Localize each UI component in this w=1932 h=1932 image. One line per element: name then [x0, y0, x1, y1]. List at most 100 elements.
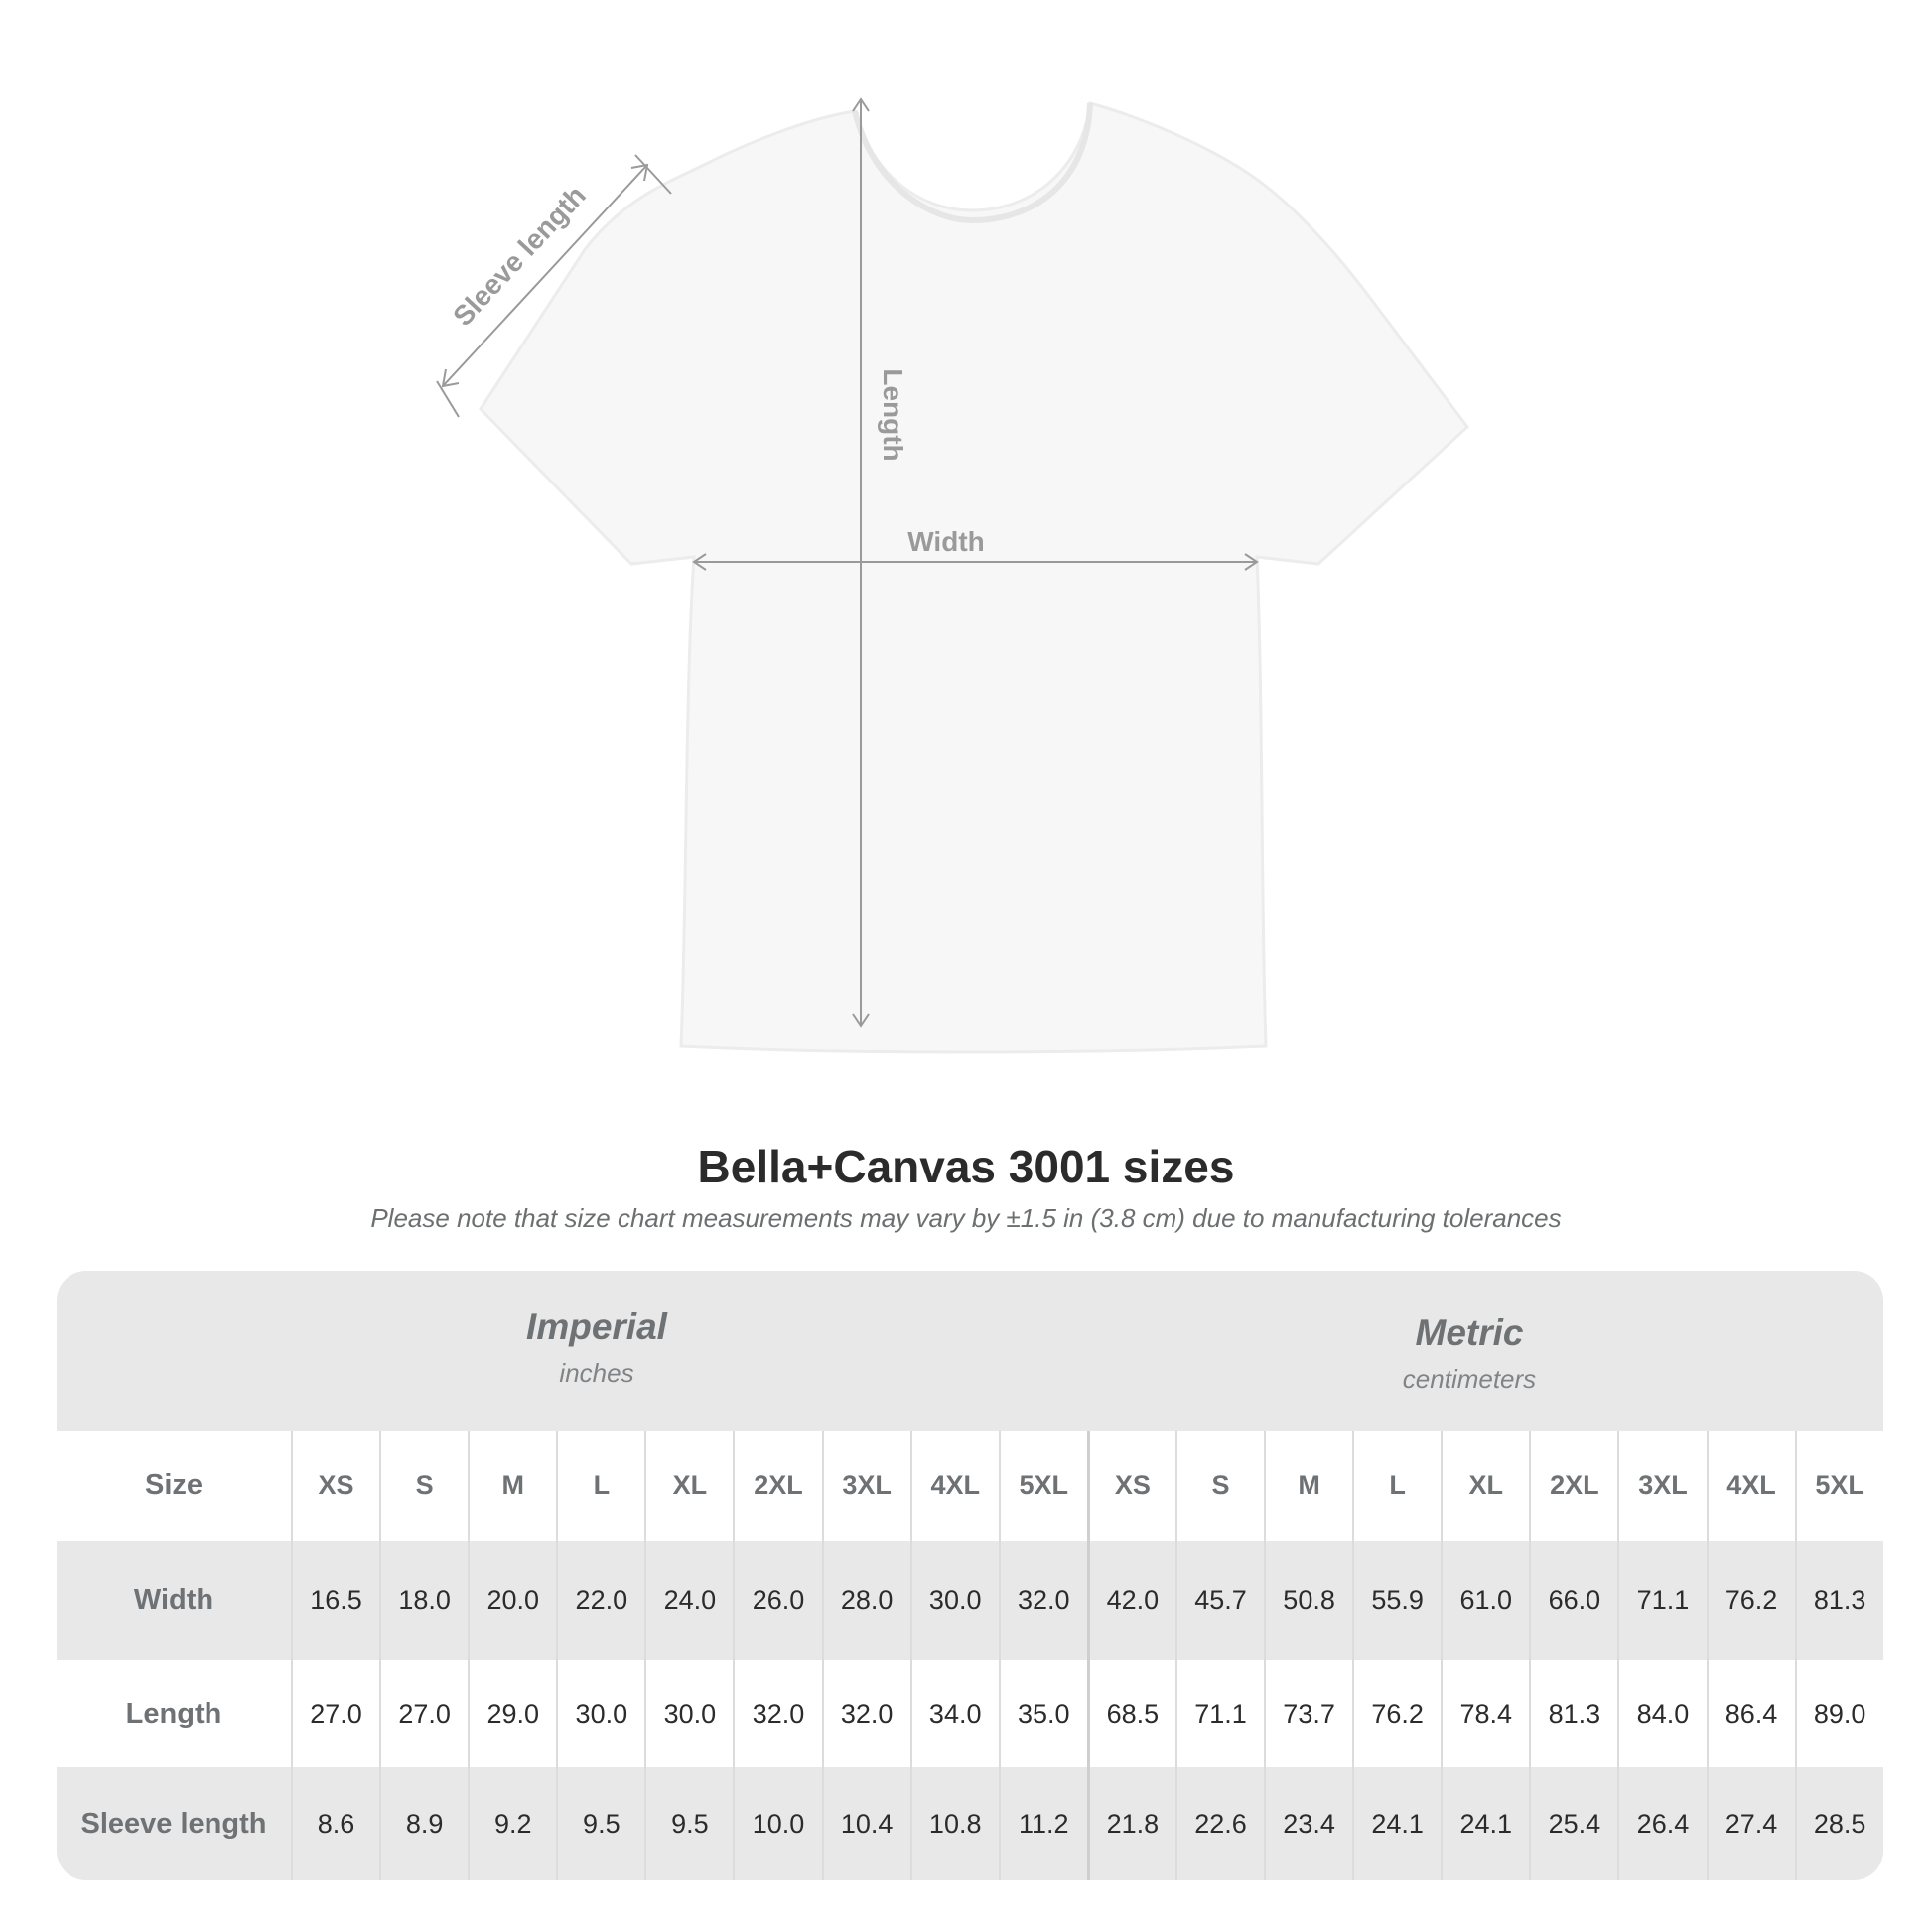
- width-arrow-right: [1244, 553, 1259, 571]
- metric-value-cell: 24.1: [1352, 1767, 1441, 1880]
- imperial-value-cell: 20.0: [468, 1541, 556, 1660]
- metric-value-cell: 55.9: [1352, 1541, 1441, 1660]
- metric-value-cell: 50.8: [1264, 1541, 1352, 1660]
- unit-header: Imperial inches Metric centimeters: [57, 1271, 1883, 1431]
- page-title: Bella+Canvas 3001 sizes: [697, 1141, 1235, 1192]
- tshirt-diagram: Sleeve length Length Width: [436, 97, 1470, 1054]
- metric-value-cell: 76.2: [1706, 1541, 1795, 1660]
- tshirt-shape: [479, 101, 1470, 1054]
- metric-size-header: XS: [1086, 1431, 1175, 1541]
- row-label: Width: [133, 1584, 214, 1616]
- imperial-size-header: 3XL: [821, 1431, 910, 1541]
- width-label: Width: [907, 526, 985, 557]
- imperial-value-cell: 32.0: [998, 1541, 1087, 1660]
- metric-value-cell: 71.1: [1174, 1660, 1264, 1767]
- imperial-value-cell: 9.5: [556, 1767, 644, 1880]
- imperial-value-cell: 32.0: [821, 1660, 910, 1767]
- size-header-row: Size XS S M L XL 2XL 3XL 4XL 5XL XS S M L XL 2XL 3XL 4XL 5…: [57, 1431, 1883, 1541]
- imperial-size-header: XS: [291, 1431, 379, 1541]
- metric-value-cell: 81.3: [1794, 1541, 1883, 1660]
- metric-value-cell: 89.0: [1794, 1660, 1883, 1767]
- size-table: Imperial inches Metric centimeters Size X…: [57, 1271, 1883, 1880]
- imperial-value-cell: 29.0: [468, 1660, 556, 1767]
- imperial-value-cell: 10.4: [821, 1767, 910, 1880]
- imperial-header: Imperial inches: [249, 1307, 944, 1389]
- imperial-value-cell: 28.0: [821, 1541, 910, 1660]
- metric-value-cell: 28.5: [1794, 1767, 1883, 1880]
- row-label: Sleeve length: [80, 1807, 267, 1840]
- sleeve-measure-line: [442, 164, 648, 387]
- size-label: Size: [144, 1469, 204, 1501]
- imperial-value-cell: 27.0: [291, 1660, 379, 1767]
- metric-size-header: 4XL: [1706, 1431, 1795, 1541]
- sleeve-end-tick: [634, 154, 672, 195]
- metric-size-header: 3XL: [1617, 1431, 1706, 1541]
- imperial-value-cell: 30.0: [556, 1660, 644, 1767]
- sleeve-arrow-a: [441, 368, 460, 388]
- imperial-unit: inches: [559, 1358, 634, 1388]
- metric-value-cell: 27.4: [1706, 1767, 1795, 1880]
- metric-value-cell: 26.4: [1617, 1767, 1706, 1880]
- imperial-size-header: 5XL: [998, 1431, 1087, 1541]
- imperial-value-cell: 9.2: [468, 1767, 556, 1880]
- metric-value-cell: 78.4: [1441, 1660, 1529, 1767]
- imperial-size-header: 4XL: [909, 1431, 999, 1541]
- table-row: Width 16.5 18.0 20.0 22.0 24.0 26.0 28.0 30.0 32.…: [57, 1541, 1883, 1660]
- metric-value-cell: 42.0: [1086, 1541, 1175, 1660]
- imperial-value-cell: 8.6: [291, 1767, 379, 1880]
- imperial-size-header: 2XL: [733, 1431, 821, 1541]
- table-row: Length 27.0 27.0 29.0 30.0 30.0 32.0 32.0 34.0 35…: [57, 1660, 1883, 1767]
- metric-value-cell: 84.0: [1617, 1660, 1706, 1767]
- imperial-value-cell: 26.0: [733, 1541, 821, 1660]
- imperial-value-cell: 11.2: [998, 1767, 1087, 1880]
- imperial-title: Imperial: [526, 1307, 667, 1347]
- width-arrow-left: [692, 553, 707, 571]
- metric-size-header: 5XL: [1794, 1431, 1883, 1541]
- imperial-value-cell: 22.0: [556, 1541, 644, 1660]
- metric-unit: centimeters: [1402, 1364, 1537, 1394]
- metric-value-cell: 25.4: [1529, 1767, 1617, 1880]
- metric-value-cell: 24.1: [1441, 1767, 1529, 1880]
- length-arrow-top: [852, 97, 870, 112]
- metric-value-cell: 73.7: [1264, 1660, 1352, 1767]
- metric-size-header: L: [1352, 1431, 1441, 1541]
- length-arrow-bottom: [852, 1013, 870, 1028]
- metric-value-cell: 81.3: [1529, 1660, 1617, 1767]
- metric-title: Metric: [1415, 1312, 1524, 1353]
- sleeve-arrow-b: [630, 163, 649, 182]
- imperial-value-cell: 30.0: [909, 1541, 999, 1660]
- metric-value-cell: 23.4: [1264, 1767, 1352, 1880]
- imperial-value-cell: 16.5: [291, 1541, 379, 1660]
- imperial-value-cell: 24.0: [644, 1541, 733, 1660]
- imperial-value-cell: 34.0: [909, 1660, 999, 1767]
- imperial-value-cell: 27.0: [379, 1660, 468, 1767]
- metric-value-cell: 86.4: [1706, 1660, 1795, 1767]
- metric-value-cell: 21.8: [1086, 1767, 1175, 1880]
- imperial-value-cell: 10.8: [909, 1767, 999, 1880]
- metric-value-cell: 68.5: [1086, 1660, 1175, 1767]
- imperial-value-cell: 30.0: [644, 1660, 733, 1767]
- tolerance-note: Please note that size chart measurements…: [370, 1203, 1562, 1233]
- metric-value-cell: 45.7: [1174, 1541, 1264, 1660]
- imperial-value-cell: 32.0: [733, 1660, 821, 1767]
- metric-value-cell: 22.6: [1174, 1767, 1264, 1880]
- imperial-value-cell: 35.0: [998, 1660, 1087, 1767]
- collar-shape: [852, 102, 1093, 224]
- metric-size-header: XL: [1441, 1431, 1529, 1541]
- imperial-size-header: M: [468, 1431, 556, 1541]
- imperial-value-cell: 18.0: [379, 1541, 468, 1660]
- table-row: Sleeve length 8.6 8.9 9.2 9.5 9.5 10.0 10.4 10.8…: [57, 1767, 1883, 1880]
- imperial-size-header: XL: [644, 1431, 733, 1541]
- imperial-size-header: S: [379, 1431, 468, 1541]
- imperial-value-cell: 10.0: [733, 1767, 821, 1880]
- imperial-size-header: L: [556, 1431, 644, 1541]
- length-label: Length: [878, 368, 908, 461]
- metric-size-header: S: [1174, 1431, 1264, 1541]
- metric-value-cell: 71.1: [1617, 1541, 1706, 1660]
- metric-header: Metric centimeters: [1122, 1312, 1817, 1395]
- metric-value-cell: 61.0: [1441, 1541, 1529, 1660]
- sleeve-end-tick: [436, 380, 460, 418]
- metric-size-header: 2XL: [1529, 1431, 1617, 1541]
- imperial-value-cell: 8.9: [379, 1767, 468, 1880]
- metric-size-header: M: [1264, 1431, 1352, 1541]
